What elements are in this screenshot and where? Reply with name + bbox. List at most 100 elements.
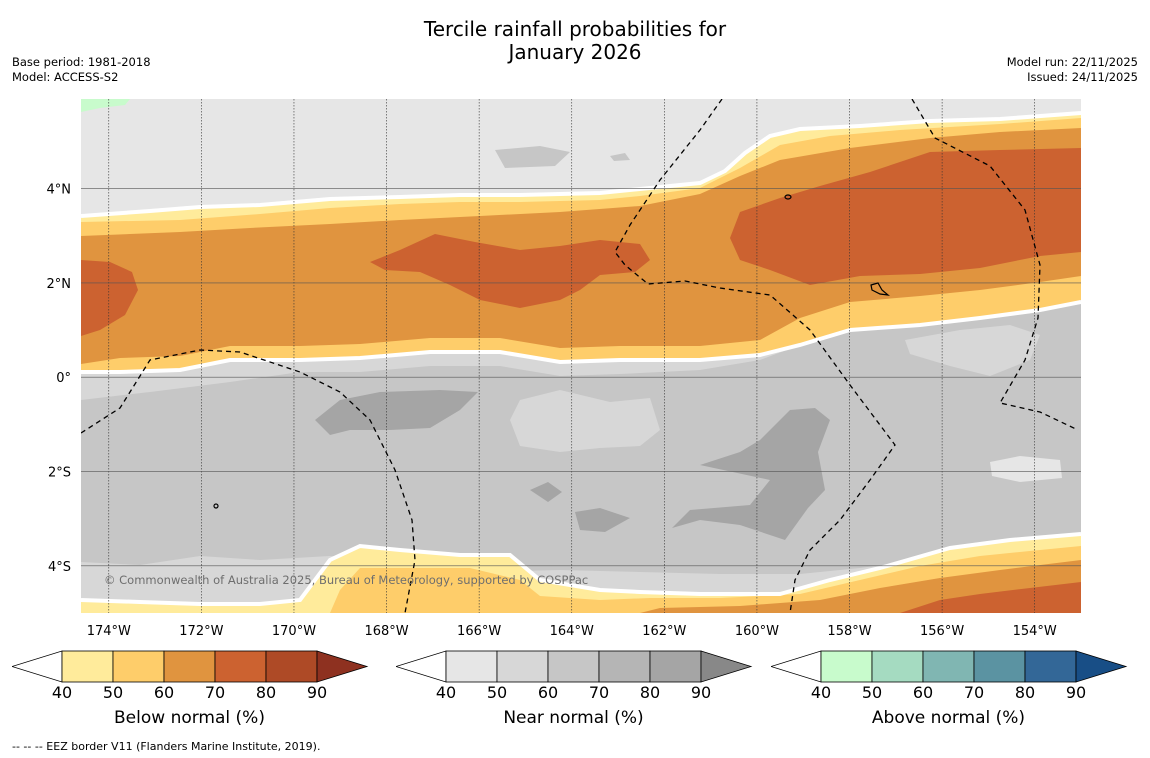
near-50-light — [510, 390, 660, 452]
colorbar-above: 40 50 60 70 80 90 — [771, 650, 1128, 700]
below-80-east — [730, 148, 1081, 285]
eez-borders — [81, 99, 1079, 613]
colorbar-tick-label: 70 — [964, 683, 984, 700]
colorbar-tick-label: 90 — [691, 683, 711, 700]
colorbar-segment — [973, 650, 1026, 683]
lat-tick-label: 4°S — [48, 560, 71, 575]
colorbar-title-below: Below normal (%) — [114, 708, 265, 728]
colorbar-segment — [112, 650, 165, 683]
lon-tick-label: 168°W — [364, 624, 408, 639]
colorbar-tick-label: 80 — [1015, 683, 1035, 700]
lat-tick-label: 2°S — [48, 466, 71, 481]
lat-tick-label: 0° — [56, 371, 71, 386]
colorbar-tick-label: 50 — [103, 683, 123, 700]
eez-border-3 — [911, 99, 1079, 431]
near-80-west — [315, 390, 478, 435]
colorbar-segment — [163, 650, 216, 683]
eez-legend-note: -- -- -- EEZ border V11 (Flanders Marine… — [12, 740, 321, 753]
island-kiritimati — [870, 282, 890, 296]
colorbar-tick-label: 70 — [589, 683, 609, 700]
lat-tick-label: 2°N — [47, 277, 72, 292]
near-50-light-3 — [990, 456, 1062, 482]
meta-left: Base period: 1981-2018 Model: ACCESS-S2 — [12, 55, 151, 85]
colorbar-segment — [265, 650, 318, 683]
colorbar-segment — [61, 650, 114, 683]
island-1 — [784, 194, 792, 200]
colorbar-below: 40 50 60 70 80 90 — [12, 650, 369, 700]
near-60-north-patch-2 — [610, 153, 630, 161]
colorbar-max-extend — [316, 650, 369, 683]
map-title: Tercile rainfall probabilities for Janua… — [0, 18, 1150, 64]
below-80-south — [900, 582, 1081, 613]
lon-tick-label: 158°W — [827, 624, 871, 639]
contour-north-boundary — [81, 111, 1081, 218]
colorbar-max-extend — [1075, 650, 1128, 683]
base-period: Base period: 1981-2018 — [12, 55, 151, 69]
title-line-1: Tercile rainfall probabilities for — [423, 17, 727, 41]
colorbar-tick-label: 80 — [640, 683, 660, 700]
above-40-corner — [81, 99, 130, 112]
near-80-east — [672, 408, 830, 540]
lon-tick-label: 172°W — [179, 624, 223, 639]
lon-tick-label: 166°W — [457, 624, 501, 639]
colorbar-tick-label: 60 — [154, 683, 174, 700]
colorbar-segment — [820, 650, 873, 683]
colorbar-min-extend — [396, 650, 447, 683]
model-name: Model: ACCESS-S2 — [12, 70, 119, 84]
colorbar-title-near: Near normal (%) — [503, 708, 644, 728]
colorbar-segment — [214, 650, 267, 683]
colorbar-segment — [1024, 650, 1077, 683]
copyright-text: © Commonwealth of Australia 2025, Bureau… — [104, 573, 588, 587]
colorbar-min-extend — [771, 650, 822, 683]
lon-tick-label: 160°W — [735, 624, 779, 639]
eez-border-1 — [614, 99, 896, 613]
map-field — [81, 99, 1081, 613]
issued-date: Issued: 24/11/2025 — [1027, 70, 1138, 84]
lon-tick-label: 170°W — [272, 624, 316, 639]
colorbar-tick-label: 80 — [256, 683, 276, 700]
colorbar-segment — [598, 650, 651, 683]
contour-south-boundary — [81, 300, 1081, 374]
islands — [213, 194, 890, 509]
island-2 — [213, 503, 219, 509]
lon-tick-label: 162°W — [642, 624, 686, 639]
title-line-2: January 2026 — [508, 40, 642, 64]
colorbar-max-extend — [700, 650, 753, 683]
lon-tick-label: 164°W — [550, 624, 594, 639]
lon-tick-label: 154°W — [1013, 624, 1057, 639]
near-80-patch — [530, 482, 562, 502]
colorbar-near: 40 50 60 70 80 90 — [396, 650, 753, 700]
colorbar-segment — [922, 650, 975, 683]
colorbar-segment — [649, 650, 702, 683]
colorbar-segment — [871, 650, 924, 683]
below-80-west — [81, 260, 138, 336]
colorbar-min-extend — [12, 650, 63, 683]
near-80-patch-2 — [575, 508, 630, 532]
contour-lines — [81, 111, 1081, 606]
colorbar-tick-label: 60 — [538, 683, 558, 700]
colorbar-tick-label: 90 — [307, 683, 327, 700]
contour-southern-band — [81, 532, 1081, 606]
near-40-north — [81, 99, 1081, 214]
colorbar-segment — [496, 650, 549, 683]
colorbar-tick-label: 60 — [913, 683, 933, 700]
eez-border-2 — [81, 349, 416, 613]
colorbar-tick-label: 70 — [205, 683, 225, 700]
colorbar-tick-label: 50 — [862, 683, 882, 700]
colorbar-segment — [445, 650, 498, 683]
colorbar-title-above: Above normal (%) — [871, 708, 1026, 728]
colorbar-tick-label: 40 — [52, 683, 72, 700]
colorbar-tick-label: 40 — [436, 683, 456, 700]
near-60-north-patch — [495, 146, 570, 168]
lon-tick-label: 174°W — [87, 624, 131, 639]
colorbar-segment — [547, 650, 600, 683]
lon-tick-label: 156°W — [920, 624, 964, 639]
colorbar-tick-label: 50 — [487, 683, 507, 700]
near-50-light-2 — [905, 325, 1040, 376]
gridlines — [81, 99, 1081, 613]
colorbar-tick-label: 90 — [1066, 683, 1086, 700]
axis-labels: 174°W 172°W 170°W 168°W 166°W 164°W 162°W 160°W… — [47, 183, 1057, 639]
model-run: Model run: 22/11/2025 — [1006, 55, 1138, 69]
colorbar-tick-label: 40 — [811, 683, 831, 700]
